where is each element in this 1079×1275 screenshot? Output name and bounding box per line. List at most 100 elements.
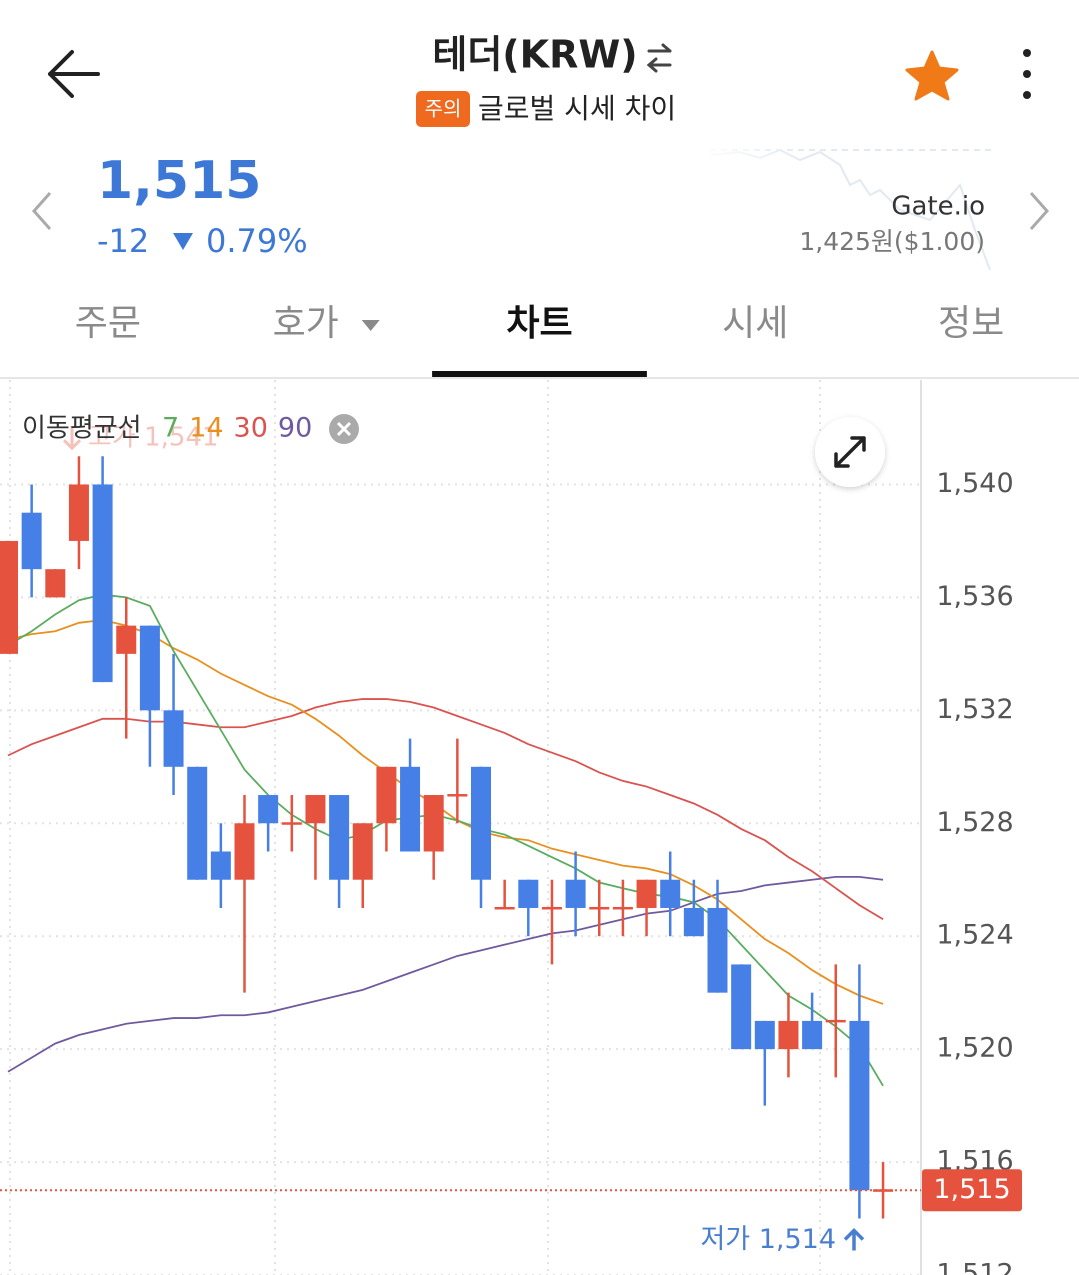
candle-body	[565, 879, 586, 908]
exchange-name: Gate.io	[891, 192, 985, 222]
tab[interactable]: 주문	[75, 303, 141, 344]
candle-body	[163, 710, 184, 767]
ma-legend-title: 이동평균선	[22, 414, 142, 444]
y-tick-label: 1,524	[936, 920, 1013, 951]
coin-title[interactable]: 테더(KRW)	[432, 33, 637, 77]
tab[interactable]: 시세	[722, 303, 788, 344]
ma-line	[7, 698, 884, 921]
candle-body	[447, 794, 468, 797]
back-button[interactable]	[48, 50, 100, 98]
candle-body	[589, 906, 610, 910]
price-change: -12	[97, 222, 149, 260]
price-change-rate: 0.79%	[206, 222, 308, 260]
warning-subtitle[interactable]: 글로벌 시세 차이	[478, 92, 676, 125]
candle-body	[754, 1020, 775, 1050]
more-menu[interactable]	[1023, 49, 1031, 99]
tab[interactable]: 정보	[938, 303, 1004, 344]
candle-body	[683, 907, 704, 937]
candle-body	[400, 766, 421, 852]
candle-body	[68, 484, 89, 541]
candle-body	[187, 766, 208, 880]
grid	[0, 483, 920, 1275]
close-x	[336, 421, 352, 437]
candle-body	[707, 907, 728, 993]
low-marker	[843, 1228, 865, 1251]
dropdown-caret	[361, 320, 380, 331]
expand-icon	[834, 436, 866, 468]
swap-icon[interactable]	[646, 43, 672, 73]
exchange-reference: 1,425원($1.00)	[799, 227, 985, 256]
candle-body	[305, 795, 326, 824]
candle-body	[423, 795, 444, 852]
candle-body	[802, 1020, 823, 1050]
tab[interactable]: 호가	[273, 303, 339, 344]
dot	[1023, 49, 1031, 57]
candle-body	[281, 822, 302, 825]
candle-body	[116, 625, 137, 654]
candle-body	[778, 1020, 799, 1050]
y-tick-label: 1,528	[936, 807, 1013, 838]
favorite-star[interactable]	[905, 50, 959, 101]
candle-body	[849, 1020, 870, 1191]
back-arrow	[48, 50, 100, 98]
y-tick-label: 1,536	[936, 581, 1013, 612]
high-marker	[62, 426, 82, 451]
candle-body	[660, 879, 681, 908]
candle-body	[92, 484, 113, 683]
candle-body	[352, 823, 373, 880]
dot	[1023, 91, 1031, 99]
legend-close[interactable]	[329, 414, 359, 444]
candle-body	[21, 512, 42, 570]
tab[interactable]: 차트	[506, 303, 572, 344]
warning-badge: 주의	[425, 97, 462, 121]
tab-bar: 주문 호가 차트 시세 정보	[75, 303, 1004, 378]
overlay: 1,515 고가 1,541 저가 1,514	[0, 423, 1022, 1255]
dot	[1023, 70, 1031, 78]
active-tab-underline	[432, 371, 647, 378]
warning-badge-bg	[416, 91, 470, 127]
high-annotation: 고가 1,541	[62, 423, 219, 453]
high-label: 고가 1,541	[88, 423, 219, 453]
candle-body	[139, 625, 160, 711]
sparkline-fade	[700, 145, 1000, 280]
ma-legend: 7 14 30 90	[162, 413, 312, 444]
current-price: 1,515	[97, 151, 261, 211]
last-price-label: 1,515	[933, 1174, 1010, 1205]
ma-line	[7, 876, 884, 1073]
y-tick-label: 1,512	[936, 1259, 1013, 1275]
last-price-box	[922, 1169, 1022, 1212]
plot	[0, 456, 894, 1219]
swap-arrow-left	[646, 57, 672, 73]
low-label: 저가 1,514	[700, 1224, 836, 1255]
ma-line	[7, 619, 884, 1005]
down-triangle	[173, 233, 193, 250]
next-chevron[interactable]	[1029, 192, 1050, 230]
candle-body	[518, 879, 539, 908]
candle-body	[612, 906, 633, 910]
y-tick-label: 1,520	[936, 1033, 1013, 1064]
candle-body	[494, 906, 515, 910]
candle-body	[376, 766, 397, 824]
ma-legend-entry: 90	[278, 413, 312, 444]
ma-legend-entry: 14	[189, 413, 223, 444]
candle-body	[0, 540, 18, 654]
candle-body	[731, 964, 752, 1050]
candle-body	[636, 879, 657, 908]
prev-chevron[interactable]	[31, 192, 52, 230]
candle-body	[873, 1189, 894, 1192]
y-tick-label: 1,540	[936, 468, 1013, 499]
ma-line	[7, 593, 884, 1087]
candle-body	[45, 569, 66, 598]
candle-body	[471, 766, 491, 880]
expand-button[interactable]	[815, 417, 885, 487]
candle-body	[541, 906, 562, 910]
candle-body	[329, 795, 350, 880]
swap-arrow-right	[647, 43, 672, 53]
candle-body	[210, 851, 231, 880]
ma-legend-entry: 7	[162, 413, 179, 444]
sparkline-bg	[700, 145, 1000, 280]
ma-legend-entry: 30	[234, 413, 268, 444]
